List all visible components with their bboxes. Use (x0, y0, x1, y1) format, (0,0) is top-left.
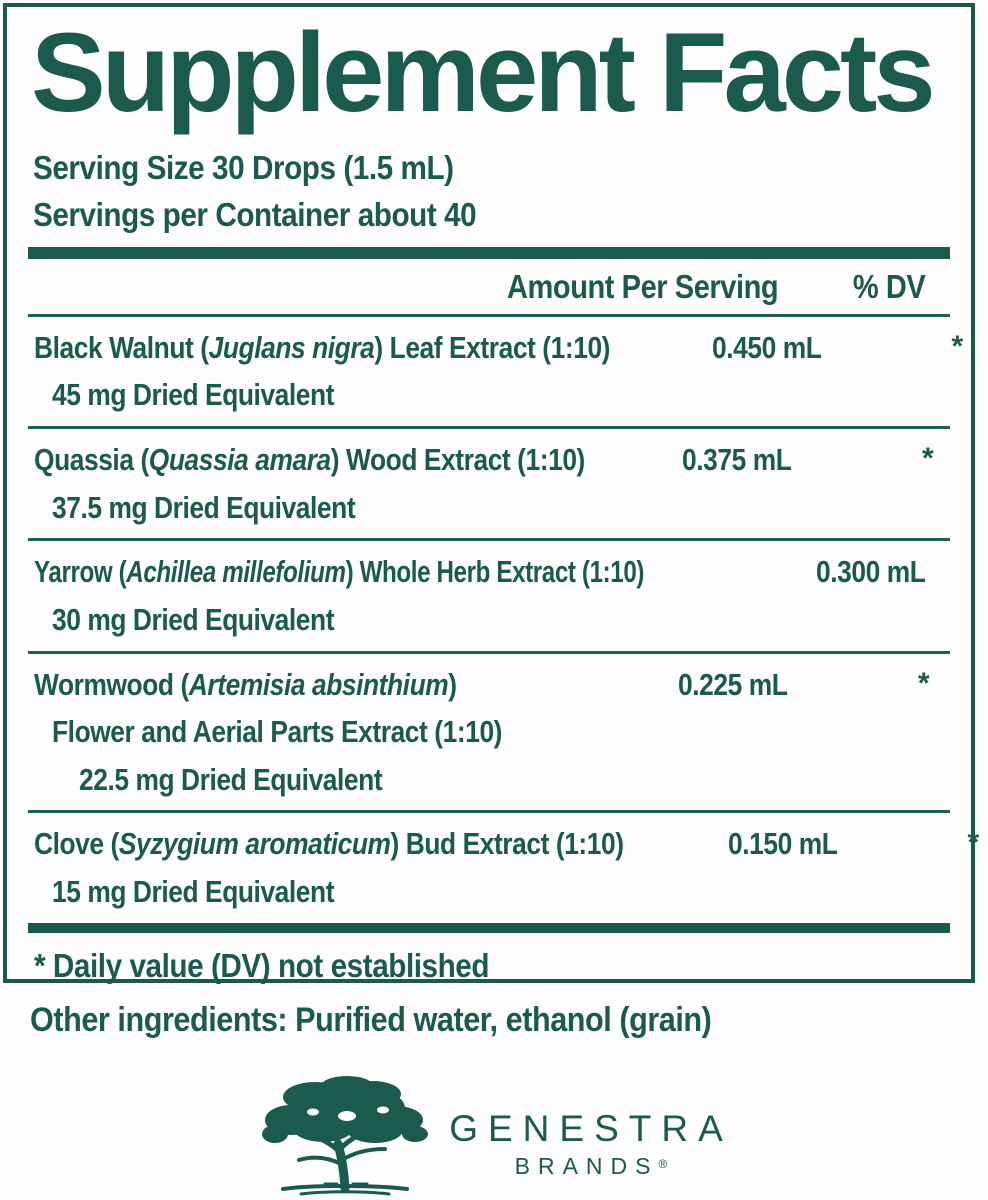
table-header-row: Amount Per Serving % DV (7, 259, 971, 314)
brand-text: GENESTRA BRANDS® (449, 1110, 733, 1178)
ingredient-amount: 0.300 mL (816, 554, 926, 590)
ingredient-name: Quassia (Quassia amara) Wood Extract (1:… (34, 442, 585, 477)
ingredient-amount: 0.375 mL (682, 442, 792, 477)
ingredient-amount: 0.150 mL (727, 826, 838, 862)
thick-separator-bottom (28, 922, 950, 933)
ingredient-subline: 30 mg Dried Equivalent (52, 601, 335, 637)
panel-title: Supplement Facts (31, 10, 936, 135)
row-divider (28, 426, 950, 429)
ingredient-dv: * (951, 329, 964, 363)
supplement-facts-panel: Supplement Facts Serving Size 30 Drops (… (3, 3, 979, 984)
dv-column-header: % DV (852, 267, 926, 305)
dv-footnote: * Daily value (DV) not established (34, 946, 490, 984)
row-divider (28, 810, 950, 814)
row-divider (28, 538, 950, 542)
header-divider (28, 313, 950, 317)
ingredient-row-wormwood: Wormwood (Artemisia absinthium) 0.225 mL… (7, 654, 971, 814)
row-divider (28, 650, 950, 654)
ingredient-name: Wormwood (Artemisia absinthium) (34, 666, 457, 702)
ingredient-subline: 37.5 mg Dried Equivalent (52, 489, 356, 525)
ingredient-row-quassia: Quassia (Quassia amara) Wood Extract (1:… (7, 429, 971, 542)
brand-name: GENESTRA (449, 1108, 733, 1149)
registered-mark: ® (658, 1157, 668, 1171)
serving-info: Serving Size 30 Drops (1.5 mL) Servings … (7, 145, 971, 239)
ingredient-name: Clove (Syzygium aromaticum) Bud Extract … (34, 826, 624, 862)
brand-lockup: GENESTRA BRANDS® (0, 1072, 988, 1198)
ingredient-name: Black Walnut (Juglans nigra) Leaf Extrac… (34, 329, 611, 365)
other-ingredients: Other ingredients: Purified water, ethan… (30, 1001, 712, 1039)
ingredient-name: Yarrow (Achillea millefolium) Whole Herb… (34, 554, 645, 590)
brand-subtitle: BRANDS® (514, 1153, 668, 1179)
ingredient-dv: * (917, 666, 930, 700)
ingredient-amount: 0.450 mL (711, 329, 822, 365)
ingredient-row-yarrow: Yarrow (Achillea millefolium) Whole Herb… (7, 541, 971, 654)
tree-icon (262, 1076, 429, 1196)
ingredient-row-clove: Clove (Syzygium aromaticum) Bud Extract … (7, 813, 979, 922)
amount-column-header: Amount Per Serving (507, 267, 779, 305)
ingredient-subline: 45 mg Dried Equivalent (52, 377, 335, 413)
thick-separator-top (28, 246, 950, 259)
ingredient-dv: * (967, 826, 979, 860)
ingredient-subline: 22.5 mg Dried Equivalent (79, 761, 383, 797)
ingredient-subline: Flower and Aerial Parts Extract (1:10) (52, 714, 503, 750)
ingredient-row-black-walnut: Black Walnut (Juglans nigra) Leaf Extrac… (7, 317, 971, 429)
ingredient-dv: * (921, 442, 934, 475)
ingredient-subline: 15 mg Dried Equivalent (52, 874, 335, 910)
serving-size-line: Serving Size 30 Drops (1.5 mL) (33, 149, 454, 186)
ingredient-amount: 0.225 mL (678, 666, 788, 702)
servings-per-container-line: Servings per Container about 40 (33, 195, 477, 233)
